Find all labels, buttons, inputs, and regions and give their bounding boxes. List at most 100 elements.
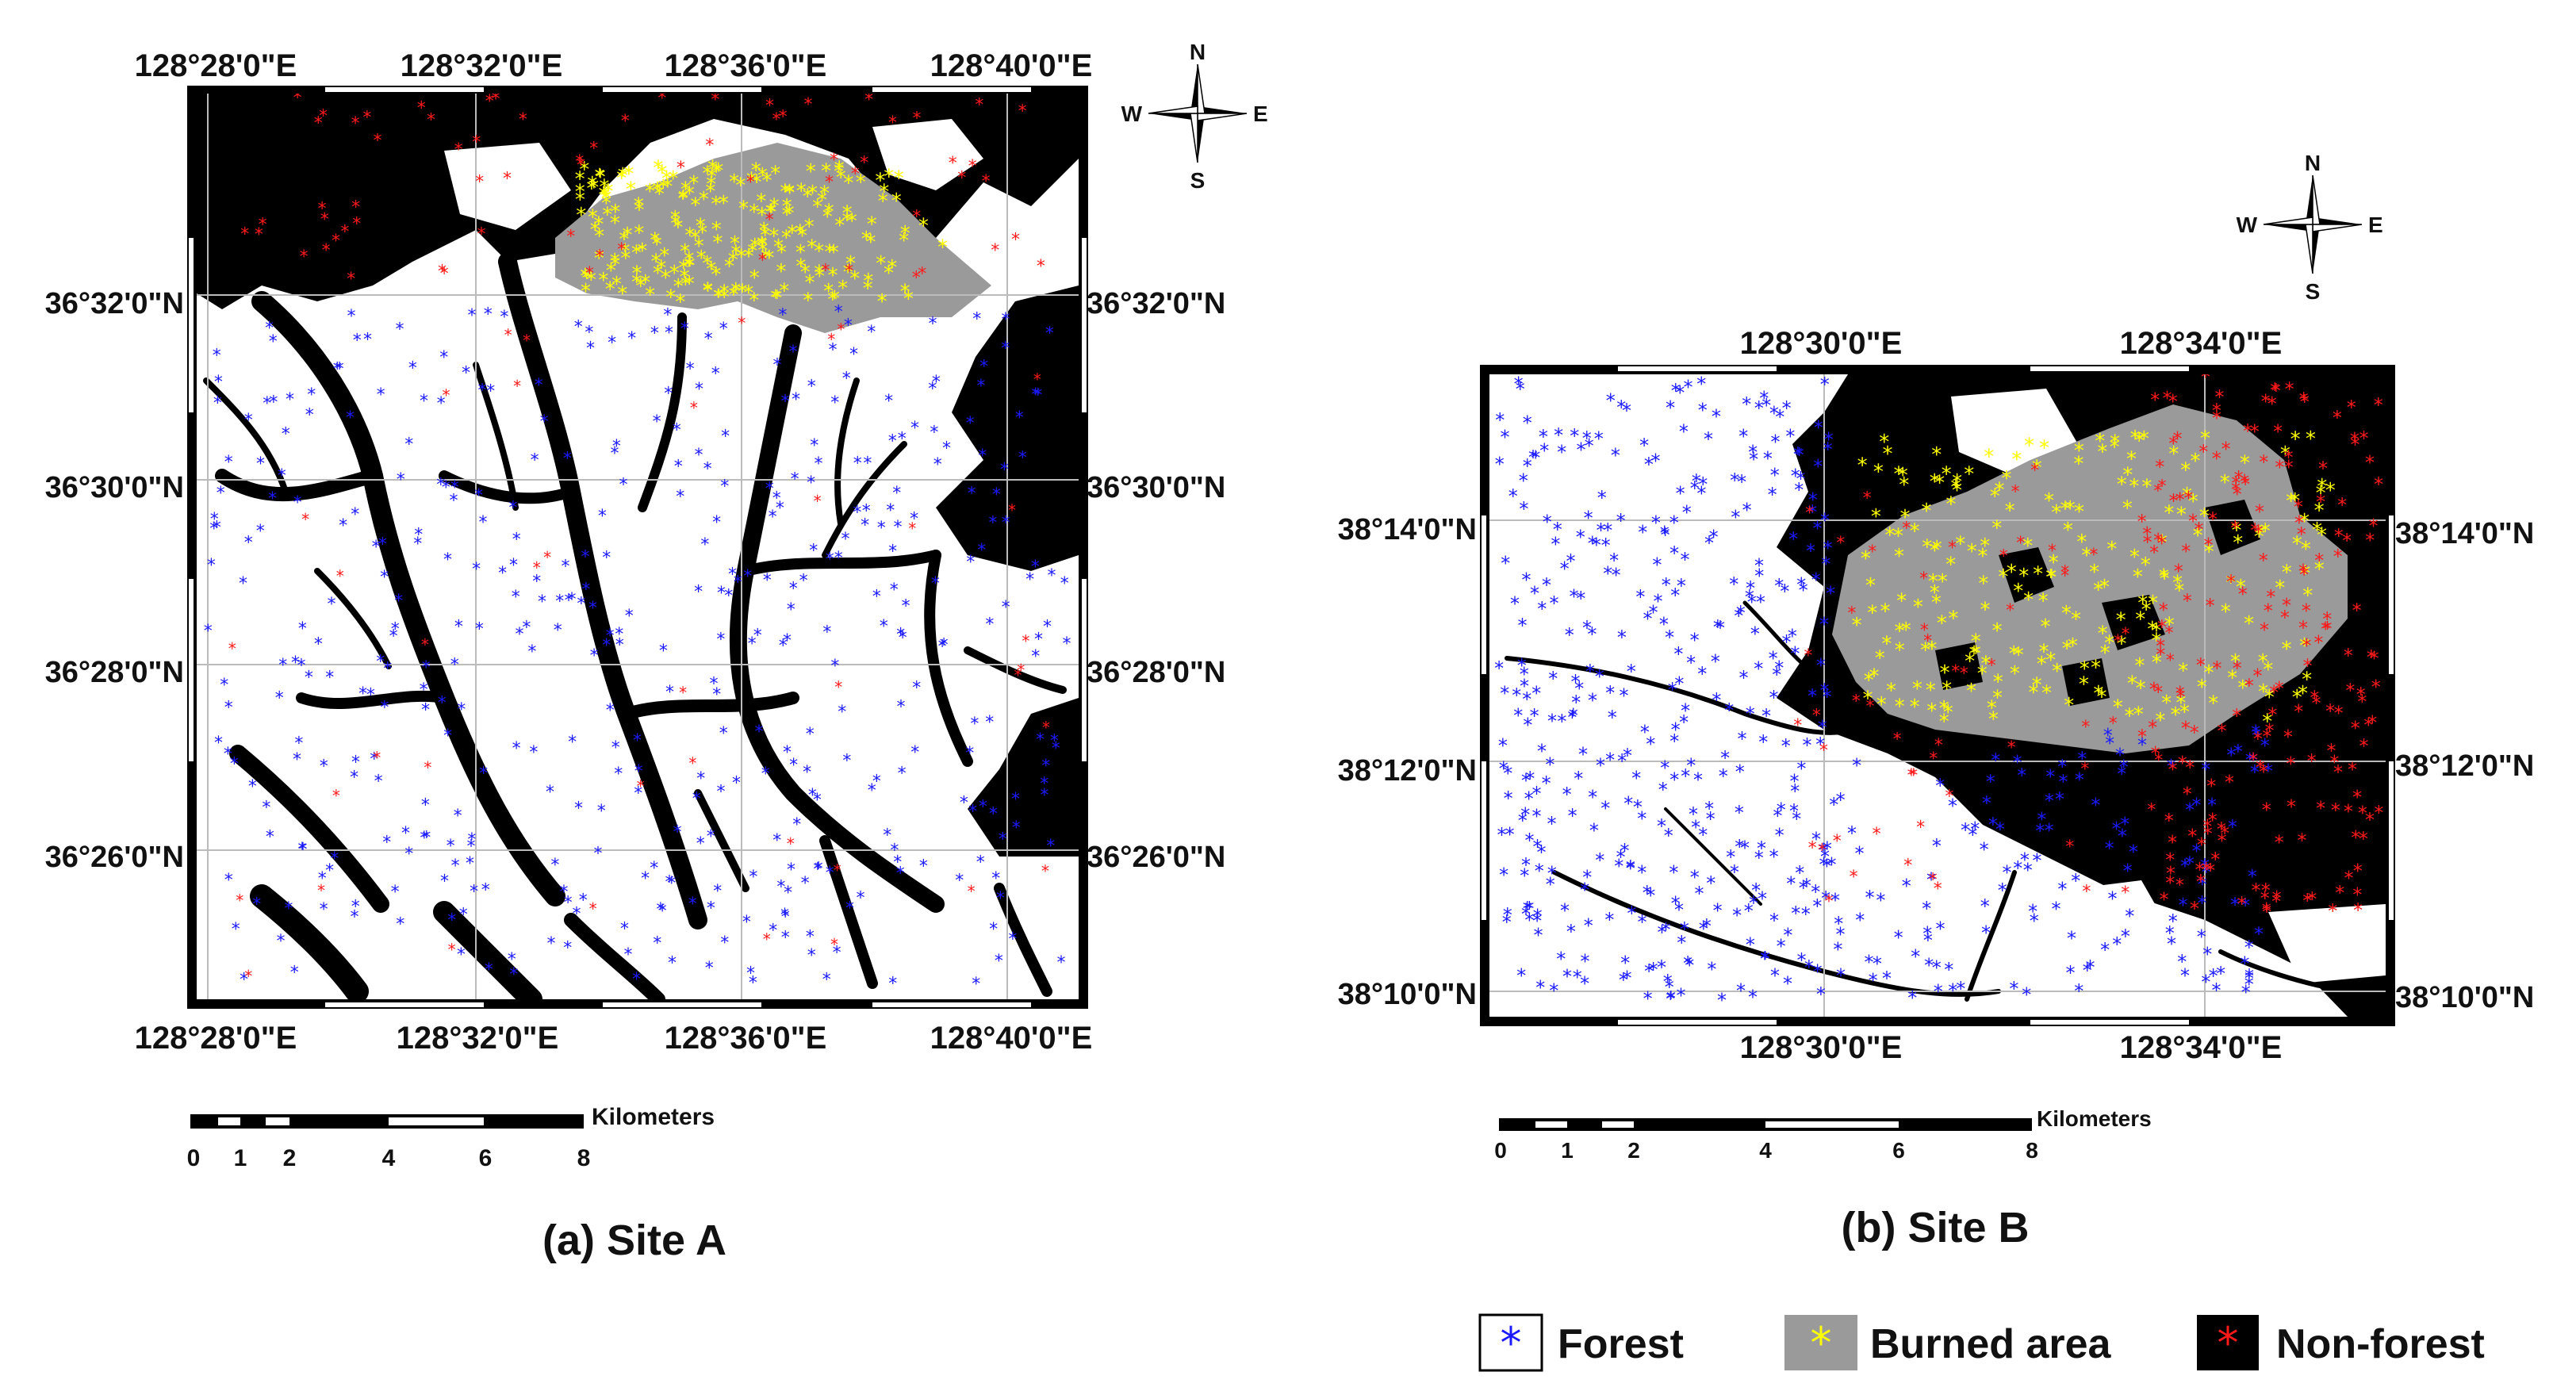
sample-point-marker: * [761, 765, 770, 784]
sample-point-marker: * [611, 444, 619, 464]
sample-point-marker: * [919, 857, 928, 877]
sample-point-marker: * [1731, 507, 1740, 529]
sample-point-marker: * [753, 627, 762, 646]
sample-point-marker: * [1948, 607, 1958, 630]
sample-point-marker: * [2180, 459, 2191, 483]
sample-point-marker: * [720, 933, 729, 953]
sample-point-marker: * [472, 560, 481, 580]
sample-point-marker: * [1863, 489, 1872, 508]
sample-point-marker: * [888, 431, 897, 451]
sample-point-marker: * [2244, 937, 2254, 959]
sample-point-marker: * [1836, 923, 1846, 945]
sample-point-marker: * [1709, 527, 1719, 549]
sample-point-marker: * [2023, 588, 2034, 612]
sample-point-marker: * [2250, 519, 2260, 542]
sample-point-marker: * [2001, 467, 2011, 491]
sample-point-marker: * [1534, 925, 1543, 947]
sample-point-marker: * [623, 163, 634, 186]
sample-point-marker: * [1568, 805, 1577, 827]
sample-point-marker: * [1802, 875, 1811, 897]
sample-point-marker: * [2352, 786, 2362, 808]
sample-point-marker: * [2151, 743, 2160, 765]
sample-point-marker: * [240, 971, 248, 991]
sample-point-marker: * [2120, 813, 2129, 835]
sample-point-marker: * [713, 286, 723, 309]
sample-point-marker: * [665, 286, 676, 309]
sample-point-marker: * [2081, 718, 2090, 738]
sample-point-marker: * [1868, 542, 1876, 562]
sample-point-marker: * [1955, 532, 1965, 556]
site-b-lat-label-left: 38°12'0"N [1338, 754, 1477, 788]
sample-point-marker: * [752, 171, 762, 194]
sample-point-marker: * [2202, 816, 2212, 838]
sample-point-marker: * [284, 899, 293, 919]
sample-point-marker: * [884, 262, 894, 286]
sample-point-marker: * [374, 772, 383, 792]
sample-point-marker: * [2359, 828, 2368, 850]
sample-point-marker: * [2351, 434, 2360, 456]
sample-point-marker: * [1796, 468, 1806, 490]
sample-point-marker: * [842, 370, 851, 389]
sample-point-marker: * [661, 266, 671, 290]
sample-point-marker: * [2081, 544, 2091, 568]
sample-point-marker: * [711, 218, 722, 242]
sample-point-marker: * [2275, 577, 2285, 600]
sample-point-marker: * [2192, 841, 2202, 863]
sample-point-marker: * [696, 769, 705, 789]
sample-point-marker: * [1873, 825, 1881, 845]
sample-point-marker: * [834, 678, 842, 697]
sample-point-marker: * [1683, 952, 1692, 975]
sample-point-marker: * [2149, 542, 2159, 564]
sample-point-marker: * [2082, 882, 2091, 902]
sample-point-marker: * [827, 289, 838, 312]
sample-point-marker: * [2325, 700, 2335, 722]
compass-n-label: N [2305, 151, 2321, 175]
sample-point-marker: * [830, 151, 838, 171]
sample-point-marker: * [757, 234, 768, 258]
sample-point-marker: * [2233, 531, 2243, 555]
sample-point-marker: * [2204, 661, 2214, 685]
sample-point-marker: * [1934, 880, 1942, 899]
sample-point-marker: * [864, 90, 873, 110]
sample-point-marker: * [328, 595, 336, 615]
sample-point-marker: * [807, 946, 816, 966]
sample-point-marker: * [293, 750, 301, 770]
sample-point-marker: * [1988, 657, 1996, 676]
sample-point-marker: * [2260, 519, 2271, 543]
sample-point-marker: * [2334, 703, 2344, 725]
sample-point-marker: * [1693, 769, 1703, 791]
sample-point-marker: * [694, 582, 703, 602]
sample-point-marker: * [612, 437, 621, 457]
sample-point-marker: * [1499, 758, 1508, 780]
sample-point-marker: * [1519, 469, 1528, 492]
sample-point-marker: * [358, 684, 367, 704]
sample-point-marker: * [373, 749, 381, 768]
sample-point-marker: * [1895, 695, 1905, 719]
sample-point-marker: * [2168, 391, 2178, 413]
sample-point-marker: * [1913, 596, 1923, 619]
sample-point-marker: * [498, 564, 507, 584]
sample-point-marker: * [1746, 577, 1755, 600]
sample-point-marker: * [968, 157, 977, 177]
sample-point-marker: * [2135, 608, 2145, 632]
compass-n-label: N [1190, 40, 1206, 64]
sample-point-marker: * [1719, 765, 1728, 788]
sample-point-marker: * [2083, 960, 2092, 982]
sample-point-marker: * [1520, 663, 1529, 685]
sample-point-marker: * [2009, 642, 2019, 666]
sample-point-marker: * [2365, 452, 2375, 474]
sample-point-marker: * [224, 871, 233, 891]
sample-point-marker: * [2282, 638, 2292, 661]
sample-point-marker: * [1674, 673, 1684, 696]
sample-point-marker: * [2312, 519, 2322, 542]
sample-point-marker: * [2023, 860, 2033, 882]
sample-point-marker: * [606, 701, 615, 721]
sample-point-marker: * [776, 260, 786, 284]
sample-point-marker: * [560, 883, 569, 903]
sample-point-marker: * [1790, 780, 1800, 803]
sample-point-marker: * [1659, 614, 1669, 636]
sample-point-marker: * [896, 864, 905, 884]
sample-point-marker: * [1792, 808, 1801, 830]
sample-point-marker: * [318, 200, 327, 220]
sample-point-marker: * [224, 745, 232, 765]
